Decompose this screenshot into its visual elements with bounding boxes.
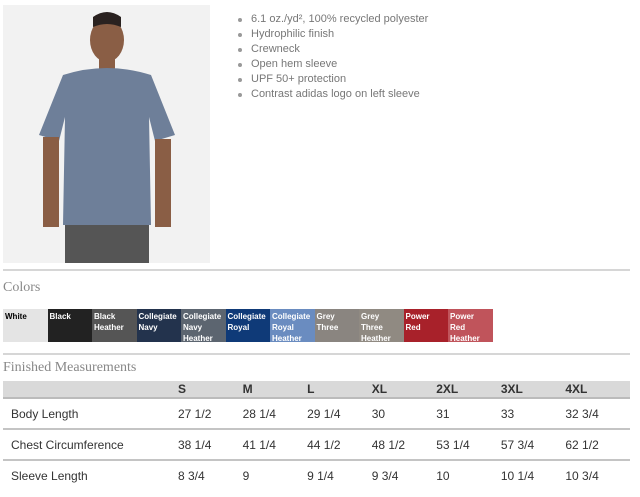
color-swatch[interactable]: Black	[47, 309, 92, 342]
feature-item: 6.1 oz./yd², 100% recycled polyester	[238, 12, 428, 27]
swatch-label: Heather	[361, 334, 391, 343]
measurement-cell: 44 1/2	[307, 429, 372, 461]
swatch-label: Power	[450, 312, 475, 321]
size-header: 2XL	[436, 381, 501, 399]
size-header: M	[242, 381, 308, 399]
table-row: Body Length 27 1/2 28 1/4 29 1/4 30 31 33 32 3/…	[3, 398, 630, 430]
measurement-cell: 57 3/4	[500, 429, 566, 461]
measurement-cell: 53 1/4	[436, 429, 501, 461]
swatch-label: Three	[361, 323, 383, 332]
feature-list: 6.1 oz./yd², 100% recycled polyester Hydr…	[238, 12, 428, 102]
swatch-label: Collegiate	[272, 312, 311, 321]
swatch-label: Red	[450, 323, 466, 332]
table-row: Chest Circumference 38 1/4 41 1/4 44 1/2 48 …	[3, 429, 630, 461]
swatch-label: White	[5, 312, 27, 321]
swatch-label: Black	[94, 312, 116, 321]
swatch-label: Royal	[227, 323, 250, 332]
measurement-cell: 10	[436, 469, 450, 483]
measurement-cell: 41 1/4	[242, 429, 308, 461]
measurement-cell: 10 1/4	[500, 469, 535, 483]
swatch-label: Collegiate	[138, 312, 177, 321]
measurements-table: S M L XL 2XL 3XL 4XL Body Length 27 1/2 28 1/4 29…	[3, 381, 630, 491]
measurement-cell: 31	[436, 398, 501, 430]
measurement-cell: 48 1/2	[371, 429, 437, 461]
swatch-label: Grey	[361, 312, 380, 321]
header-blank	[3, 381, 178, 399]
swatch-label: Collegiate	[227, 312, 266, 321]
swatch-label: Heather	[94, 323, 124, 332]
divider	[3, 269, 630, 271]
swatch-label: Red	[405, 323, 421, 332]
feature-item: Crewneck	[238, 42, 428, 57]
measurement-cell: 30	[371, 398, 437, 430]
measurement-cell: 8 3/4	[178, 469, 205, 483]
size-header: L	[307, 381, 372, 399]
feature-item: UPF 50+ protection	[238, 72, 428, 87]
feature-item: Contrast adidas logo on left sleeve	[238, 87, 428, 102]
swatch-label: Royal	[272, 323, 294, 332]
swatch-label: Collegiate	[183, 312, 222, 321]
swatch-label: Heather	[183, 334, 213, 343]
measurement-cell: 33	[500, 398, 566, 430]
swatch-label: Navy	[183, 323, 203, 332]
color-swatch[interactable]: Collegiate Navy	[136, 309, 181, 342]
feature-item: Open hem sleeve	[238, 57, 428, 72]
size-header: XL	[371, 381, 437, 399]
measurement-cell: 28 1/4	[242, 398, 308, 430]
swatch-label: Navy	[138, 323, 158, 332]
row-label: Sleeve Length	[11, 469, 88, 483]
divider	[3, 353, 630, 355]
swatch-label: Three	[316, 323, 339, 332]
color-swatch[interactable]: Power Red Heather	[448, 309, 493, 343]
measurement-cell: 27 1/2	[178, 398, 243, 430]
table-row: Sleeve Length 8 3/4 9 9 1/4 9 3/4 10 10 1/4 10 …	[3, 460, 630, 491]
measurement-cell: 9 3/4	[371, 469, 399, 483]
swatch-label: Black	[49, 312, 71, 321]
measurements-heading: Finished Measurements	[3, 360, 137, 375]
row-label: Chest Circumference	[3, 429, 178, 461]
measurement-cell: 10 3/4	[565, 469, 599, 483]
measurement-cell: 32 3/4	[565, 398, 630, 430]
swatch-label: Heather	[450, 334, 480, 343]
size-header: S	[178, 381, 243, 399]
measurement-cell: 9	[242, 469, 250, 483]
swatch-label: Power	[405, 312, 430, 321]
row-label: Body Length	[3, 398, 178, 430]
color-swatch[interactable]: Collegiate Navy Heather	[181, 309, 226, 343]
color-swatch[interactable]: Black Heather	[92, 309, 137, 342]
color-swatch[interactable]: Grey Three	[314, 309, 359, 342]
feature-item: Hydrophilic finish	[238, 27, 428, 42]
swatch-label: Heather	[272, 334, 302, 343]
color-swatch[interactable]: Collegiate Royal Heather	[270, 309, 315, 343]
color-swatch[interactable]: White	[3, 309, 48, 342]
measurement-cell: 29 1/4	[307, 398, 372, 430]
color-swatch[interactable]: Collegiate Royal	[225, 309, 270, 342]
size-header: 3XL	[500, 381, 566, 399]
color-swatches: White Black Black Heather Collegiate Navy Coll…	[3, 309, 493, 343]
swatch-label: Grey	[316, 312, 335, 321]
product-photo	[3, 5, 210, 263]
color-swatch[interactable]: Grey Three Heather	[359, 309, 404, 343]
color-swatch[interactable]: Power Red	[403, 309, 448, 342]
colors-heading: Colors	[3, 280, 41, 295]
measurement-cell: 9 1/4	[307, 469, 334, 483]
size-header: 4XL	[565, 381, 630, 399]
measurement-cell: 62 1/2	[565, 429, 630, 461]
measurement-cell: 38 1/4	[178, 429, 243, 461]
